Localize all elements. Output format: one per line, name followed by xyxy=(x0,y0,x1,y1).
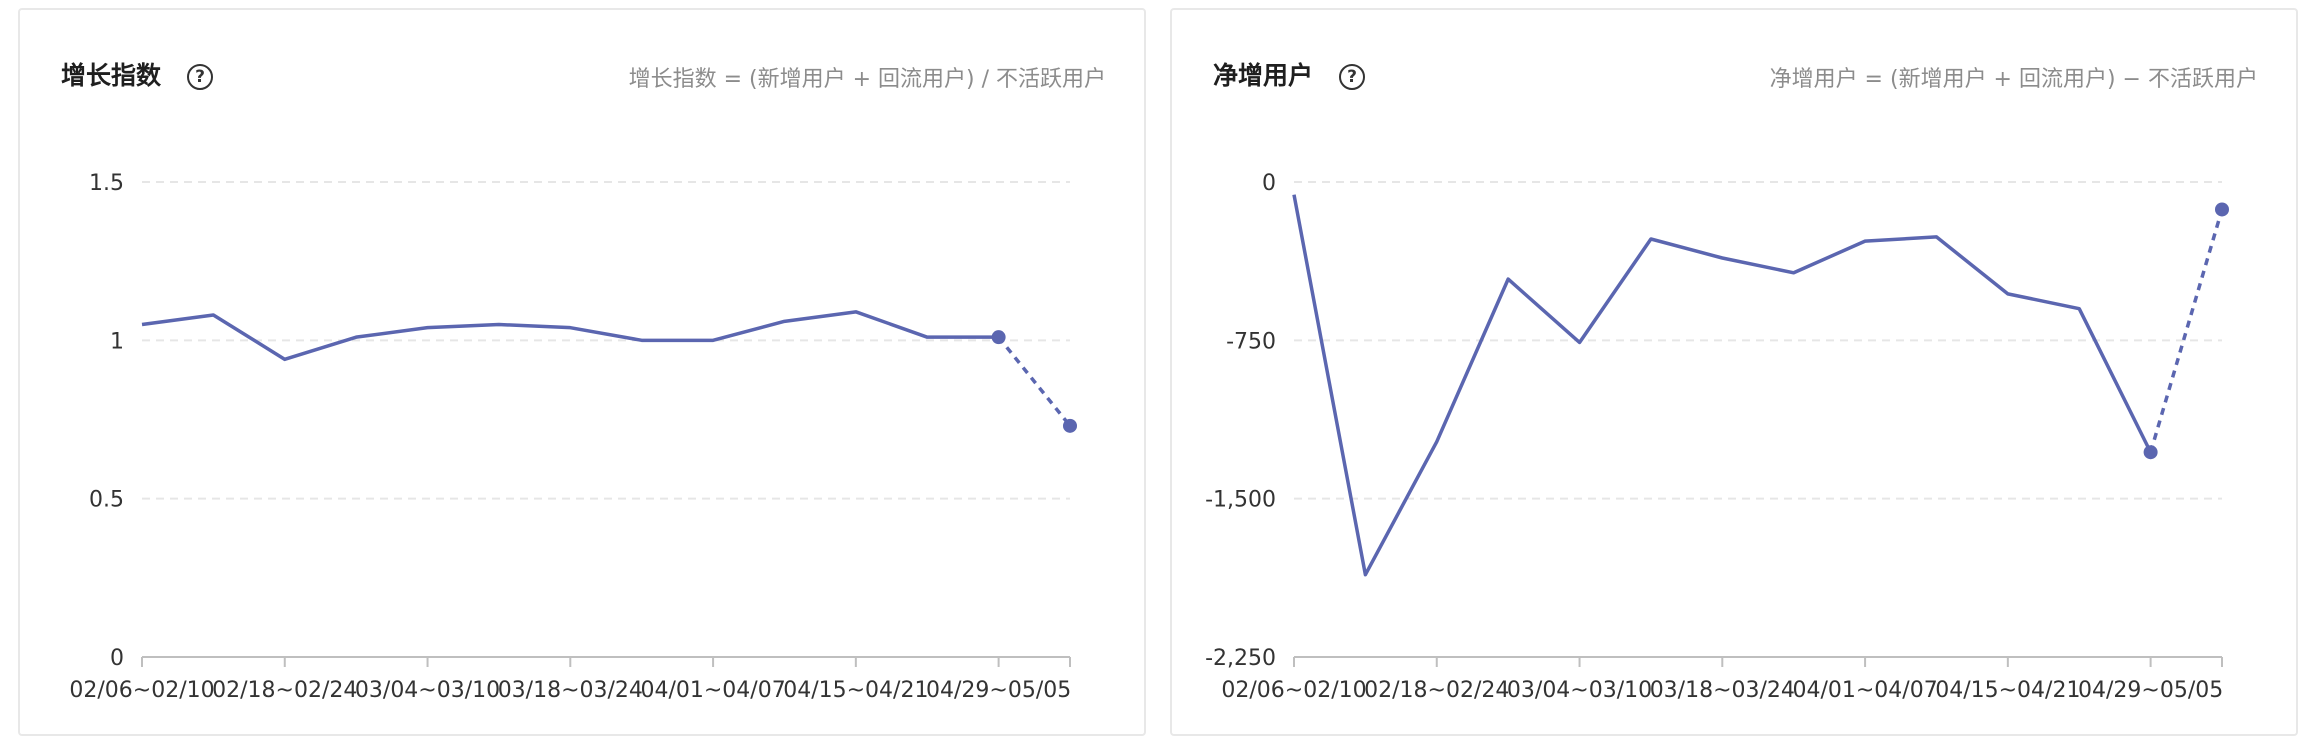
x-tick-label: 03/18~03/24 xyxy=(1650,678,1795,703)
y-tick-label: 0.5 xyxy=(89,488,124,513)
growth-index-chart: 0 0.5 1 1.5 02/06~02/1002/18~02/2403/04~03/1… xyxy=(20,10,1148,738)
x-tick-label: 03/18~03/24 xyxy=(498,678,643,703)
data-point xyxy=(2215,202,2229,216)
series-line-solid xyxy=(1294,195,2151,575)
data-point xyxy=(2144,445,2158,459)
y-tick-label: 1 xyxy=(110,329,124,354)
x-tick-label: 02/06~02/10 xyxy=(69,678,214,703)
x-tick-label: 03/04~03/10 xyxy=(1507,678,1652,703)
x-tick-label: 04/15~04/21 xyxy=(783,678,928,703)
y-tick-label: -750 xyxy=(1226,329,1276,354)
x-tick-label: 04/15~04/21 xyxy=(1935,678,2080,703)
x-tick-label: 04/29~05/05 xyxy=(926,678,1071,703)
series-line-dashed xyxy=(999,337,1070,426)
net-users-chart: -2,250-1,500-750002/06~02/1002/18~02/240… xyxy=(1172,10,2300,738)
x-tick-label: 04/01~04/07 xyxy=(1792,678,1937,703)
x-tick-label: 02/06~02/10 xyxy=(1221,678,1366,703)
y-tick-label: -1,500 xyxy=(1205,488,1276,513)
data-point xyxy=(1063,419,1077,433)
net-users-card: 净增用户 ? 净增用户 = (新增用户 + 回流用户) − 不活跃用户 -2,2… xyxy=(1170,8,2298,736)
x-tick-label: 02/18~02/24 xyxy=(212,678,357,703)
growth-index-card: 增长指数 ? 增长指数 = (新增用户 + 回流用户) / 不活跃用户 0 0.5… xyxy=(18,8,1146,736)
data-point xyxy=(992,330,1006,344)
x-tick-label: 04/01~04/07 xyxy=(640,678,785,703)
series-line-solid xyxy=(142,312,999,360)
x-tick-label: 04/29~05/05 xyxy=(2078,678,2223,703)
x-tick-label: 03/04~03/10 xyxy=(355,678,500,703)
y-tick-label: 1.5 xyxy=(89,171,124,196)
series-line-dashed xyxy=(2151,209,2222,452)
y-tick-label: 0 xyxy=(110,646,124,671)
x-tick-label: 02/18~02/24 xyxy=(1364,678,1509,703)
y-tick-label: 0 xyxy=(1262,171,1276,196)
y-tick-label: -2,250 xyxy=(1205,646,1276,671)
